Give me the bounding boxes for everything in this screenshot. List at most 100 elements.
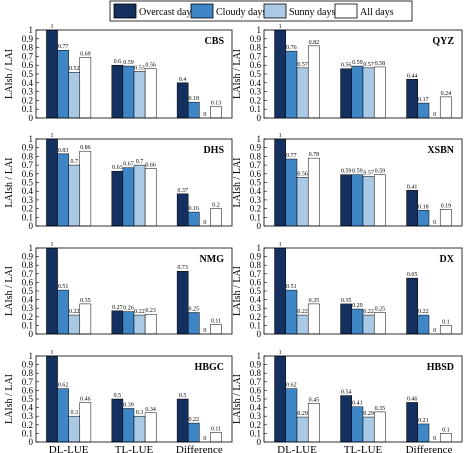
y-tick-label: 0.4 bbox=[250, 403, 262, 413]
bar bbox=[79, 402, 92, 443]
bar-value-label: 0.27 bbox=[112, 305, 123, 311]
y-tick-label: 0 bbox=[257, 329, 262, 339]
y-tick-label: 0.1 bbox=[250, 104, 261, 114]
y-tick-label: 0.4 bbox=[250, 186, 262, 196]
y-tick-label: 0.9 bbox=[250, 143, 262, 153]
bar-value-label: 0.16 bbox=[189, 206, 200, 212]
bar bbox=[68, 164, 81, 227]
bar-value-label: 0.57 bbox=[363, 62, 374, 68]
x-category-label: TL-LUE bbox=[115, 444, 154, 453]
bar-value-label: 0 bbox=[433, 328, 436, 334]
bar-value-label: 0.44 bbox=[407, 73, 418, 79]
y-tick-label: 0.8 bbox=[22, 368, 34, 378]
bar bbox=[176, 398, 189, 443]
bar-value-label: 1 bbox=[279, 24, 282, 30]
bar-value-label: 0.11 bbox=[211, 427, 221, 433]
y-tick-label: 0.8 bbox=[22, 260, 34, 270]
bar bbox=[210, 432, 222, 443]
y-tick-label: 0.3 bbox=[22, 411, 34, 421]
bar-value-label: 0.77 bbox=[58, 44, 69, 50]
bar-value-label: 0.53 bbox=[134, 65, 145, 71]
bar bbox=[296, 67, 309, 119]
bar bbox=[122, 65, 135, 119]
y-axis-label: LAIsh / LAI bbox=[4, 49, 15, 99]
bar bbox=[362, 67, 375, 119]
y-tick-label: 1 bbox=[257, 25, 262, 35]
bar bbox=[406, 402, 419, 443]
bar bbox=[417, 423, 430, 443]
bar bbox=[46, 355, 58, 443]
bar bbox=[307, 403, 320, 443]
bar-value-label: 0.22 bbox=[189, 417, 200, 423]
bar-value-label: 0.59 bbox=[352, 169, 363, 175]
bar-value-label: 0.22 bbox=[69, 309, 80, 315]
bar bbox=[296, 416, 309, 443]
bar-value-label: 0.41 bbox=[407, 184, 418, 190]
bar-value-label: 0.63 bbox=[112, 165, 123, 171]
bar-value-label: 0.22 bbox=[297, 309, 308, 315]
y-tick-label: 0.9 bbox=[22, 34, 34, 44]
y-tick-label: 0.3 bbox=[250, 411, 262, 421]
panel-qyz: 10.760.570.820.56 0.59 0.57 0.580.440.1700.… bbox=[232, 24, 463, 123]
y-tick-label: 0.1 bbox=[22, 320, 33, 330]
y-tick-label: 0.8 bbox=[250, 260, 262, 270]
panel-title: HBSD bbox=[427, 362, 454, 373]
bar-value-label: 0.19 bbox=[441, 203, 452, 209]
bar bbox=[57, 388, 69, 443]
bar bbox=[340, 395, 353, 443]
y-tick-label: 0 bbox=[29, 221, 34, 231]
bar-value-label: 0.52 bbox=[69, 66, 80, 72]
panel-title: DHS bbox=[203, 145, 224, 156]
y-tick-label: 0.2 bbox=[22, 420, 33, 430]
bar bbox=[307, 157, 320, 227]
bar-value-label: 0.69 bbox=[80, 51, 91, 57]
bar bbox=[111, 170, 124, 227]
y-tick-label: 0.3 bbox=[250, 87, 262, 97]
bar-value-label: 0.29 bbox=[352, 303, 363, 309]
y-tick-label: 0.8 bbox=[22, 43, 34, 53]
bar bbox=[362, 314, 375, 335]
y-tick-label: 1 bbox=[29, 25, 34, 35]
bar bbox=[176, 193, 189, 227]
y-tick-label: 0.5 bbox=[250, 286, 262, 296]
bar bbox=[133, 164, 146, 227]
y-tick-label: 0.7 bbox=[250, 377, 262, 387]
bar bbox=[340, 68, 353, 119]
bar bbox=[176, 82, 189, 119]
bar bbox=[340, 303, 353, 335]
x-category-label: Difference bbox=[176, 444, 223, 453]
bar-value-label: 0.83 bbox=[58, 148, 69, 154]
bar-value-label: 0.5 bbox=[179, 393, 187, 399]
y-tick-label: 0.7 bbox=[250, 160, 262, 170]
legend-swatch bbox=[263, 3, 287, 19]
y-tick-label: 0.1 bbox=[250, 320, 261, 330]
bar-value-label: 0.3 bbox=[136, 410, 144, 416]
bar-value-label: 0.51 bbox=[58, 284, 69, 290]
panel-title: DX bbox=[440, 254, 455, 265]
bar-value-label: 0.25 bbox=[189, 307, 200, 313]
bar bbox=[122, 408, 135, 443]
y-tick-label: 1 bbox=[257, 243, 262, 253]
bar bbox=[406, 190, 419, 227]
y-tick-label: 0.3 bbox=[250, 303, 262, 313]
bar-value-label: 0.56 bbox=[341, 63, 352, 69]
panel-xsbn: 10.770.560.780.59 0.59 0.57 0.590.410.1800.… bbox=[232, 133, 463, 231]
x-category-label: DL-LUE bbox=[277, 444, 317, 453]
y-tick-label: 0.5 bbox=[250, 69, 262, 79]
y-axis-label: LAIsh / LAI bbox=[232, 374, 243, 424]
bar-value-label: 0.5 bbox=[114, 393, 122, 399]
bar bbox=[351, 174, 364, 227]
legend-swatch bbox=[334, 3, 358, 19]
y-tick-label: 0.3 bbox=[22, 303, 34, 313]
bar-value-label: 0.24 bbox=[441, 91, 452, 97]
bar-value-label: 0.86 bbox=[80, 145, 91, 151]
bar bbox=[210, 324, 222, 335]
y-tick-label: 0 bbox=[257, 113, 262, 123]
bar bbox=[68, 71, 81, 119]
bar bbox=[210, 208, 222, 227]
panel-cbs: 10.770.520.690.6 0.590.53 0.560.40.1800.13… bbox=[4, 24, 233, 123]
bar bbox=[133, 314, 146, 335]
bar bbox=[68, 415, 81, 443]
panel-title: NMG bbox=[200, 254, 225, 265]
x-category-label: Difference bbox=[406, 444, 453, 453]
